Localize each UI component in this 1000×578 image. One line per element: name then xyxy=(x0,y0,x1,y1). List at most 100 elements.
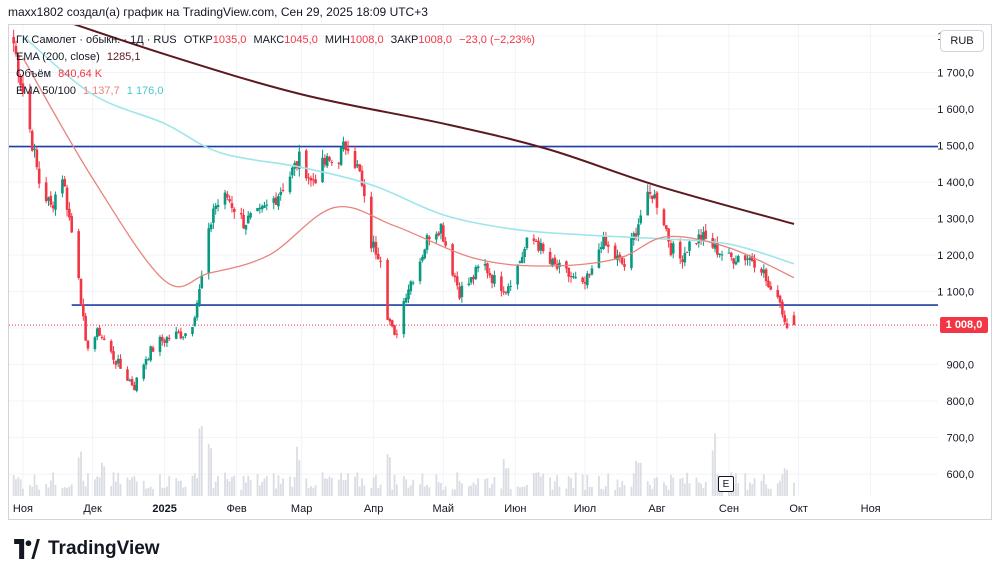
volume-bar xyxy=(714,433,716,496)
volume-bar xyxy=(298,460,301,496)
volume-bar xyxy=(402,476,405,496)
volume-bar xyxy=(128,479,131,496)
candle-body xyxy=(439,223,443,234)
candle-body xyxy=(95,328,99,338)
time-axis: Ноя Дек 2025 Фев Мар Апр Май Июн Июл Авг Сен Окт Ноя xyxy=(13,503,881,515)
candle-body xyxy=(100,337,104,339)
volume-bar xyxy=(307,487,310,496)
volume-bar xyxy=(598,475,600,496)
volume-bar xyxy=(49,480,52,496)
candle-body xyxy=(230,203,234,208)
brand-name: TradingView xyxy=(48,538,160,559)
volume-bar xyxy=(166,486,168,496)
candle-body xyxy=(469,277,473,283)
time-tick-label: Авг xyxy=(648,503,665,515)
volume-bar xyxy=(256,474,259,496)
ema200-value: 1285,1 xyxy=(106,51,141,63)
volume-bar xyxy=(344,480,347,496)
volume-bar xyxy=(621,481,624,496)
candle-body xyxy=(16,54,20,77)
volume-bar xyxy=(293,477,296,496)
candle-body xyxy=(646,191,649,216)
tradingview-logo[interactable]: TradingView xyxy=(12,538,160,560)
candle-body xyxy=(65,187,69,210)
candle-body xyxy=(618,254,622,258)
candle-body xyxy=(37,168,41,184)
candle-body xyxy=(274,197,278,205)
volume-bar xyxy=(19,479,22,496)
volume-bar xyxy=(728,489,730,496)
candle-body xyxy=(82,304,85,317)
volume-bar xyxy=(101,462,103,496)
volume-bar xyxy=(263,478,266,496)
volume-bar xyxy=(249,480,252,496)
candle-body xyxy=(200,275,204,289)
volume-bar xyxy=(553,481,556,496)
candle-body xyxy=(669,243,673,256)
time-tick-label: Фев xyxy=(226,503,246,515)
candle-body xyxy=(61,179,64,194)
candle-body xyxy=(702,232,705,241)
volume-bar xyxy=(535,472,538,496)
candle-body xyxy=(553,257,557,265)
candle-body xyxy=(792,315,796,326)
volume-bar xyxy=(323,478,326,496)
volume-bar xyxy=(393,475,396,496)
candle-body xyxy=(177,331,180,333)
volume-bar xyxy=(112,472,115,496)
candle-body xyxy=(263,205,266,208)
volume-bar xyxy=(412,479,415,496)
candle-body xyxy=(114,360,118,365)
volume-bar xyxy=(760,480,763,496)
candle-body xyxy=(411,282,415,284)
volume-bar xyxy=(607,473,610,496)
candle-body xyxy=(79,278,83,304)
events-button[interactable]: E xyxy=(718,476,734,492)
volume-bar xyxy=(152,489,154,496)
candle-body xyxy=(409,281,413,292)
volume-bar xyxy=(175,478,178,496)
chart-legend: ГК Самолет · обыкн. · 1Д · RUS ОТКР1035,… xyxy=(16,32,535,100)
volume-bar xyxy=(672,477,675,496)
symbol-name[interactable]: ГК Самолет · обыкн. · 1Д · RUS xyxy=(16,34,177,46)
price-change: −23,0 (−2,23%) xyxy=(459,34,535,46)
volume-bar xyxy=(646,481,649,496)
ohlc-close-label: ЗАКР xyxy=(390,34,419,46)
candle-body xyxy=(602,235,605,249)
candle-body xyxy=(502,291,505,293)
candle-body xyxy=(688,241,691,252)
candle-body xyxy=(163,340,166,343)
candle-body xyxy=(246,215,250,224)
candle-body xyxy=(736,255,740,263)
volume-bar xyxy=(361,478,363,496)
volume-bar xyxy=(574,472,577,496)
volume-bar xyxy=(753,478,756,496)
volume-bar xyxy=(456,472,459,496)
candle-body xyxy=(390,320,394,327)
volume-bar xyxy=(623,485,626,496)
volume-bar xyxy=(135,481,138,496)
candle-body xyxy=(249,213,252,218)
volume-bar xyxy=(179,480,182,496)
volume-bar xyxy=(542,473,545,496)
candle-body xyxy=(500,276,503,291)
candle-body xyxy=(288,176,292,193)
time-tick-label: 2025 xyxy=(152,503,176,515)
candle-body xyxy=(444,241,447,246)
candlesticks xyxy=(12,29,796,393)
candle-body xyxy=(191,326,194,335)
candle-body xyxy=(583,281,587,284)
ema50-100-label[interactable]: EMA 50/100 xyxy=(16,85,76,97)
candle-body xyxy=(697,234,701,243)
candle-body xyxy=(44,182,48,202)
ema200-line xyxy=(73,25,795,225)
volume-bar xyxy=(769,488,772,496)
volume-label[interactable]: Объём xyxy=(16,68,52,80)
volume-bar xyxy=(632,473,635,496)
candle-body xyxy=(435,234,438,240)
candle-body xyxy=(142,364,146,379)
currency-button[interactable]: RUB xyxy=(940,30,984,52)
volume-bar xyxy=(35,484,38,496)
ema200-label[interactable]: EMA (200, close) xyxy=(16,51,100,63)
